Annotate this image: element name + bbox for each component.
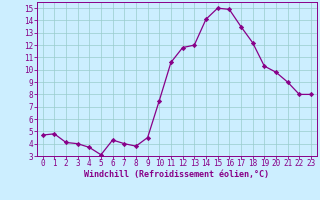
X-axis label: Windchill (Refroidissement éolien,°C): Windchill (Refroidissement éolien,°C) [84,170,269,179]
